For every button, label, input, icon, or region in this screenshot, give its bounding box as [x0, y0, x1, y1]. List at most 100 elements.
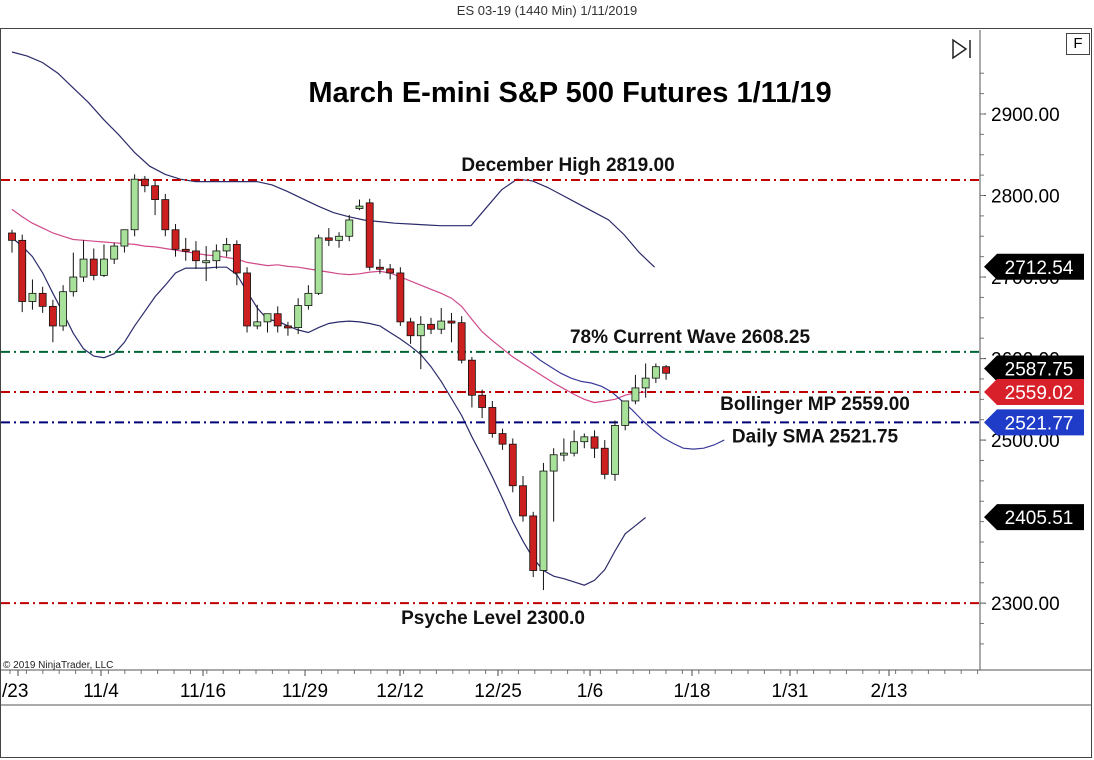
candle-body-down	[467, 359, 476, 396]
candle-body-up	[69, 276, 78, 293]
candle	[467, 356, 476, 408]
candle	[549, 448, 558, 522]
price-tag-label: 2521.77	[1005, 413, 1074, 434]
chart-frame	[0, 28, 1092, 758]
candle-body-down	[181, 248, 190, 252]
candle	[110, 242, 119, 264]
candle-body-up	[304, 292, 313, 306]
candle-body-down	[38, 292, 47, 307]
candle	[478, 389, 487, 419]
candle-body-down	[662, 366, 670, 374]
candle-body-up	[570, 441, 578, 454]
x-tick-label: 11/4	[83, 681, 119, 702]
level-labels-layer: December High 2819.00 78% Current Wave 26…	[401, 155, 910, 629]
price-tag-background	[984, 355, 1084, 382]
x-tick-label: 11/16	[180, 681, 226, 702]
candle	[488, 400, 497, 438]
candle	[212, 244, 221, 269]
candle-body-down	[600, 447, 609, 475]
candle	[427, 317, 435, 335]
candle	[151, 180, 159, 216]
price-tag-background	[984, 504, 1084, 531]
candle	[202, 246, 211, 282]
candle	[273, 306, 282, 333]
candle	[181, 237, 190, 261]
candle	[365, 198, 374, 271]
candle-body-down	[488, 407, 497, 434]
candle	[508, 438, 517, 493]
candle-body-up	[651, 366, 660, 379]
candle-body-down	[89, 258, 98, 276]
candle-body-down	[192, 250, 200, 262]
candle-body-down	[376, 266, 384, 270]
price-tag-background	[984, 378, 1084, 405]
candle-body-up	[355, 205, 364, 209]
candle-body-down	[478, 394, 487, 408]
candle	[539, 462, 548, 591]
candle-body-down	[427, 323, 435, 330]
candle-body-down	[48, 305, 57, 327]
candle-body-up	[345, 219, 354, 237]
candle-body-up	[611, 425, 619, 475]
candle	[161, 193, 170, 237]
copyright-text: © 2019 NinjaTrader, LLC	[3, 660, 113, 671]
candle	[335, 232, 343, 248]
price-tag-background	[984, 253, 1084, 280]
candle-body-down	[386, 268, 395, 274]
candle	[437, 308, 446, 335]
candle-body-up	[253, 321, 262, 327]
candle-body-up	[631, 387, 640, 402]
candle	[600, 440, 609, 480]
f-button[interactable]: F	[1066, 33, 1090, 55]
candle-body-up	[263, 313, 272, 323]
candle-body-up	[28, 292, 37, 302]
candle-body-down	[457, 322, 466, 361]
price-tag: 2521.77	[984, 409, 1084, 436]
candle	[120, 229, 129, 253]
candle-body-up	[212, 250, 221, 262]
bollinger-upper-line	[11, 51, 656, 268]
candle-body-up	[202, 260, 211, 264]
candle	[447, 312, 456, 343]
candle	[222, 237, 231, 257]
candle-body-down	[447, 320, 456, 324]
candle-body-down	[232, 244, 241, 274]
candle	[559, 438, 568, 462]
price-tag-label: 2559.02	[1005, 383, 1074, 404]
candle	[621, 400, 630, 431]
candle	[79, 240, 88, 282]
y-tick-label: 2300.00	[991, 594, 1060, 615]
candle-body-down	[273, 313, 282, 327]
candle	[529, 511, 538, 578]
candle-body-up	[539, 470, 548, 571]
candle	[519, 475, 527, 522]
candle	[232, 240, 241, 286]
scroll-to-end-icon[interactable]	[952, 38, 971, 60]
y-tick-label: 2900.00	[991, 105, 1060, 126]
indicator-layer	[11, 51, 725, 586]
candle-body-up	[437, 320, 446, 330]
price-tag: 2587.75	[984, 355, 1084, 382]
candle	[355, 199, 364, 211]
candle	[28, 279, 37, 310]
horizontal-lines-layer	[1, 179, 980, 605]
candle	[48, 299, 57, 343]
candle-body-up	[314, 237, 323, 294]
candle-body-up	[559, 452, 568, 456]
chart-title: March E-mini S&P 500 Futures 1/11/19	[308, 77, 831, 109]
price-tag-label: 2587.75	[1005, 360, 1074, 381]
price-tag-label: 2712.54	[1005, 258, 1074, 279]
candle-body-down	[519, 485, 527, 517]
candle	[631, 374, 640, 405]
candle	[304, 285, 313, 310]
candle-body-up	[580, 436, 589, 443]
price-tag-background	[984, 409, 1084, 436]
x-tick-label: 1/6	[577, 681, 603, 702]
candle	[171, 224, 180, 257]
candle	[140, 175, 149, 193]
candle-body-up	[120, 229, 129, 247]
candle-body-up	[641, 377, 650, 389]
y-tick-label: 2500.00	[991, 431, 1060, 452]
candle-body-down	[590, 436, 599, 449]
